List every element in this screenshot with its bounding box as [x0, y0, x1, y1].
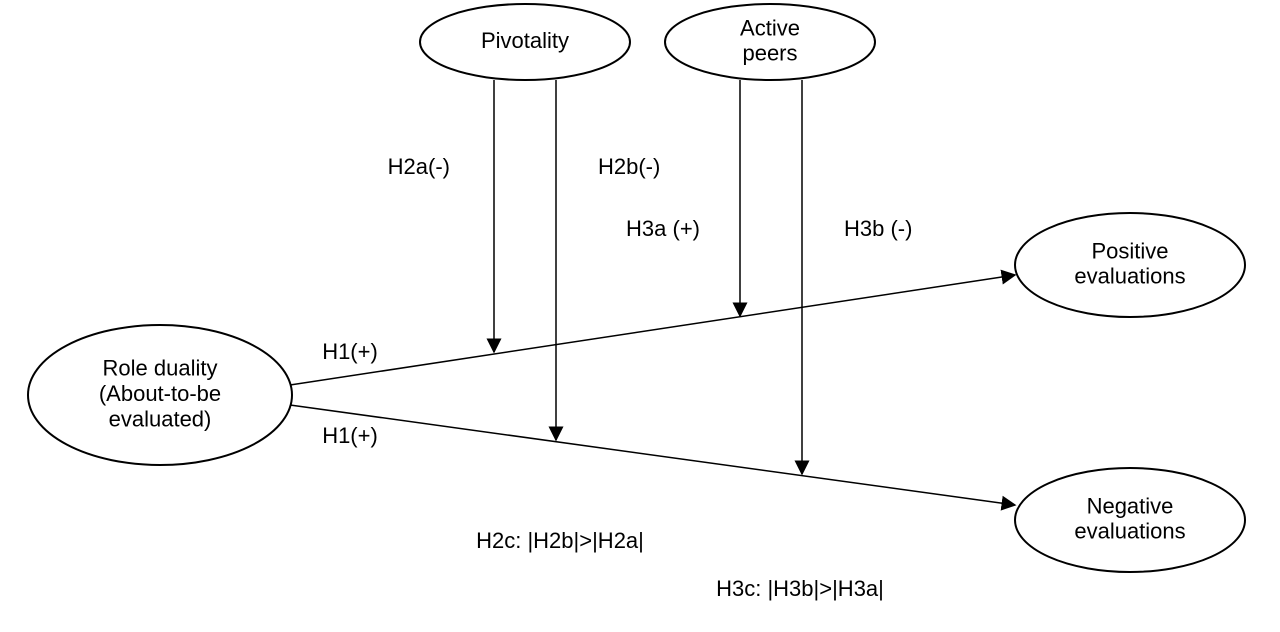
- node-label-negative: Negativeevaluations: [1074, 493, 1185, 543]
- edge-label-h2a: H2a(-): [388, 154, 450, 179]
- edge-label-h2b: H2b(-): [598, 154, 660, 179]
- note-h2c: H2c: |H2b|>|H2a|: [476, 528, 644, 553]
- edge-h1_neg: [290, 405, 1015, 505]
- node-label-role: Role duality(About-to-beevaluated): [99, 356, 221, 432]
- node-label-active: Activepeers: [740, 15, 800, 65]
- edge-label-h1_neg: H1(+): [322, 423, 378, 448]
- edge-label-h1_pos: H1(+): [322, 339, 378, 364]
- node-active: Activepeers: [665, 4, 875, 80]
- node-pivotality: Pivotality: [420, 4, 630, 80]
- edge-label-h3b: H3b (-): [844, 216, 912, 241]
- edge-label-h3a: H3a (+): [626, 216, 700, 241]
- edge-h1_pos: [290, 275, 1015, 385]
- node-label-pivotality: Pivotality: [481, 28, 569, 53]
- node-positive: Positiveevaluations: [1015, 213, 1245, 317]
- note-h3c: H3c: |H3b|>|H3a|: [716, 576, 884, 601]
- hypothesis-diagram: Role duality(About-to-beevaluated) Pivota…: [0, 0, 1280, 632]
- node-negative: Negativeevaluations: [1015, 468, 1245, 572]
- node-role: Role duality(About-to-beevaluated): [28, 325, 292, 465]
